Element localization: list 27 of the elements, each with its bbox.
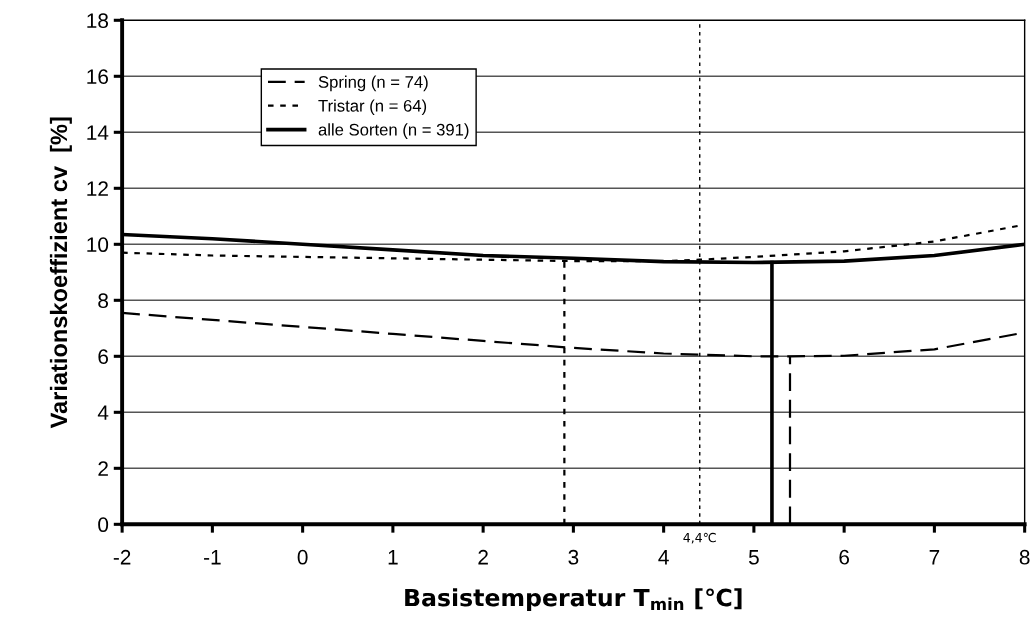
y-tick-label: 0 [98, 517, 109, 533]
x-tick-label: 4 [658, 550, 669, 565]
y-axis-title: Variationskoeffizient cv [%] [49, 117, 72, 429]
x-tick-label: 2 [478, 549, 488, 565]
x-axis-title: Basistemperatur T$_{min}$ [℃] [405, 588, 742, 612]
y-tick-label: 8 [98, 293, 109, 309]
x-tick-label: 5 [748, 550, 759, 565]
legend-label: Tristar (n = 64) [318, 99, 427, 116]
y-tick-label: 16 [87, 69, 109, 85]
y-tick-label: 18 [87, 13, 109, 29]
x-tick-label: -1 [204, 550, 221, 565]
y-tick-label: 2 [98, 461, 108, 476]
x-tick-label: 7 [929, 550, 940, 565]
x-tick-label: 8 [1019, 549, 1030, 565]
ref-line-label: 4,4℃ [683, 532, 716, 544]
y-tick-label: 14 [87, 125, 109, 140]
y-tick-label: 12 [87, 181, 108, 196]
x-tick-label: 1 [388, 550, 398, 565]
legend-label: Spring (n = 74) [318, 75, 428, 92]
y-tick-label: 6 [98, 349, 109, 365]
legend-label: alle Sorten (n = 391) [318, 123, 469, 139]
x-tick-label: 3 [568, 549, 579, 565]
y-tick-label: 10 [87, 237, 109, 253]
x-tick-label: -2 [113, 549, 131, 565]
x-tick-label: 0 [297, 549, 308, 565]
x-tick-label: 6 [839, 549, 850, 565]
y-tick-label: 4 [97, 405, 109, 420]
